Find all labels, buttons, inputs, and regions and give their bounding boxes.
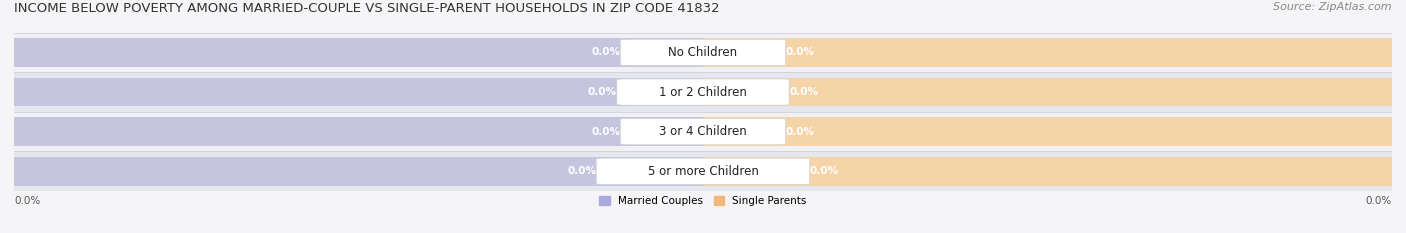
Bar [14,112,1392,151]
Text: 0.0%: 0.0% [592,127,620,137]
Bar [703,117,1392,146]
Text: 1 or 2 Children: 1 or 2 Children [659,86,747,99]
Bar [14,33,1392,72]
Text: No Children: No Children [668,46,738,59]
Bar [703,78,1392,106]
Bar [14,72,1392,112]
Text: 0.0%: 0.0% [1365,196,1392,206]
Legend: Married Couples, Single Parents: Married Couples, Single Parents [599,196,807,206]
Bar [14,38,703,67]
FancyBboxPatch shape [620,39,786,65]
Bar [703,38,1392,67]
Text: Source: ZipAtlas.com: Source: ZipAtlas.com [1274,2,1392,12]
FancyBboxPatch shape [620,119,786,145]
Text: 0.0%: 0.0% [810,166,839,176]
Text: 5 or more Children: 5 or more Children [648,165,758,178]
Text: 0.0%: 0.0% [789,87,818,97]
Bar [14,117,703,146]
Text: 0.0%: 0.0% [786,127,814,137]
Bar [703,157,1392,185]
Bar [14,78,703,106]
FancyBboxPatch shape [596,158,810,184]
Bar [14,151,1392,191]
Text: 0.0%: 0.0% [14,196,41,206]
Bar [14,157,703,185]
Text: 0.0%: 0.0% [567,166,596,176]
FancyBboxPatch shape [617,79,789,105]
Text: 0.0%: 0.0% [786,48,814,57]
Text: 0.0%: 0.0% [592,48,620,57]
Text: 3 or 4 Children: 3 or 4 Children [659,125,747,138]
Text: 0.0%: 0.0% [588,87,617,97]
Text: INCOME BELOW POVERTY AMONG MARRIED-COUPLE VS SINGLE-PARENT HOUSEHOLDS IN ZIP COD: INCOME BELOW POVERTY AMONG MARRIED-COUPL… [14,2,720,15]
